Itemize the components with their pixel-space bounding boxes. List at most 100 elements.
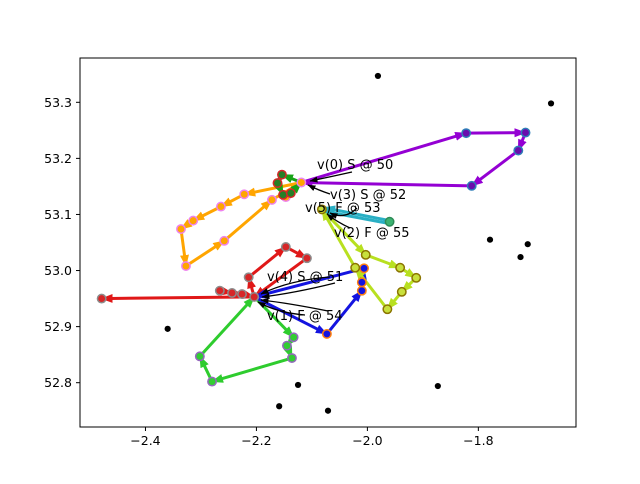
route-forest-green-stops [272, 169, 296, 200]
stop-node [280, 242, 291, 252]
stop-node [360, 249, 371, 260]
stop-node [384, 216, 395, 227]
annotation-label: v(1) F @ 54 [267, 309, 343, 324]
leader-arrow [260, 297, 329, 312]
y-tick-label: 52.8 [44, 375, 72, 390]
leader-arrow [326, 213, 351, 229]
route-segment [470, 149, 520, 188]
route-segment [466, 128, 527, 138]
y-axis-ticks: 52.8 52.9 53.0 53.1 53.2 53.3 [44, 95, 80, 390]
stop-node [466, 180, 477, 191]
stop-node [411, 272, 422, 283]
stop-node [461, 128, 472, 139]
y-tick-label: 53.2 [44, 151, 72, 166]
stop-node [350, 262, 361, 273]
route-segment [179, 228, 189, 268]
x-tick-label: −2.4 [130, 433, 160, 448]
stop-node [239, 189, 250, 200]
route-blue-stops [321, 263, 370, 339]
route-segment [253, 266, 365, 299]
route-segment [354, 266, 389, 311]
stop-node [286, 353, 297, 363]
annotation-label: v(2) F @ 55 [334, 226, 410, 241]
stop-node [321, 328, 332, 339]
annotation-label: v(5) F @ 53 [305, 201, 381, 216]
stop-node [356, 277, 367, 288]
stop-node [396, 286, 407, 297]
route-segment [300, 131, 468, 184]
stop-node [96, 293, 107, 304]
route-cyan-stops [384, 216, 395, 227]
route-segment [300, 178, 472, 188]
route-segment [198, 295, 256, 358]
route-green-yellow-stops [316, 204, 422, 315]
x-axis-ticks: −2.4 −2.2 −2.0 −1.8 [130, 427, 494, 448]
scatter-dot [276, 403, 283, 410]
scatter-dot [374, 72, 382, 80]
leader-arrow [309, 171, 353, 183]
annotation-label: v(3) S @ 52 [330, 188, 406, 203]
stop-node [285, 188, 296, 199]
stop-node [194, 351, 205, 362]
stop-node [520, 127, 531, 138]
route-segment [247, 245, 287, 279]
stop-node [281, 340, 292, 351]
stop-node [237, 289, 247, 300]
stop-node [316, 204, 327, 215]
scatter-dot [294, 381, 302, 389]
stop-node [188, 215, 199, 226]
route-segment [211, 356, 293, 384]
route-lime-green-stops [194, 332, 299, 387]
annotation-label: v(0) S @ 50 [317, 158, 393, 173]
annotation-leaders [257, 171, 358, 316]
scatter-dot [517, 253, 524, 261]
stop-node [272, 178, 283, 189]
annotation-labels: v(0) S @ 50 v(3) S @ 52v(5) F @ 53 v(2) F … [267, 158, 410, 324]
stop-node [278, 189, 289, 200]
scatter-dot [164, 325, 171, 332]
stop-node [296, 177, 307, 188]
scatter-dot [434, 382, 441, 390]
stop-node [207, 376, 217, 387]
x-tick-label: −2.0 [352, 433, 382, 448]
stop-node [249, 291, 260, 302]
annotation-label: v(4) S @ 51 [267, 270, 343, 285]
stop-node [219, 235, 230, 246]
stop-node [277, 169, 287, 180]
scatter-dot [324, 407, 332, 414]
stop-node [288, 332, 299, 343]
x-tick-label: −2.2 [241, 433, 271, 448]
scatter-dot [547, 100, 555, 107]
stop-node [301, 253, 312, 264]
stop-node [382, 304, 393, 315]
stop-node [356, 285, 367, 296]
route-segment [365, 253, 402, 270]
stop-node [227, 288, 237, 298]
route-purple-stops [461, 127, 531, 191]
route-segment [100, 293, 255, 303]
plot-area [79, 57, 577, 428]
leader-arrow [257, 301, 306, 316]
route-segment [223, 198, 273, 242]
stop-node [243, 272, 254, 283]
stop-node [267, 194, 277, 205]
route-red-stops [96, 242, 312, 304]
unvisited-points [164, 72, 555, 414]
stop-node [395, 262, 406, 273]
stop-node [215, 201, 226, 212]
route-segment [325, 289, 364, 335]
scatter-dot [524, 241, 531, 248]
route-segment [192, 205, 222, 222]
leader-arrow [307, 184, 331, 195]
y-tick-label: 53.3 [44, 95, 72, 110]
y-tick-label: 52.9 [44, 319, 72, 334]
stop-node [181, 261, 191, 272]
leader-arrow [261, 282, 336, 300]
stop-node [513, 145, 524, 156]
scatter-dot [486, 236, 494, 243]
stop-node [176, 224, 186, 234]
stop-node [214, 285, 225, 296]
y-tick-label: 53.0 [44, 263, 72, 278]
